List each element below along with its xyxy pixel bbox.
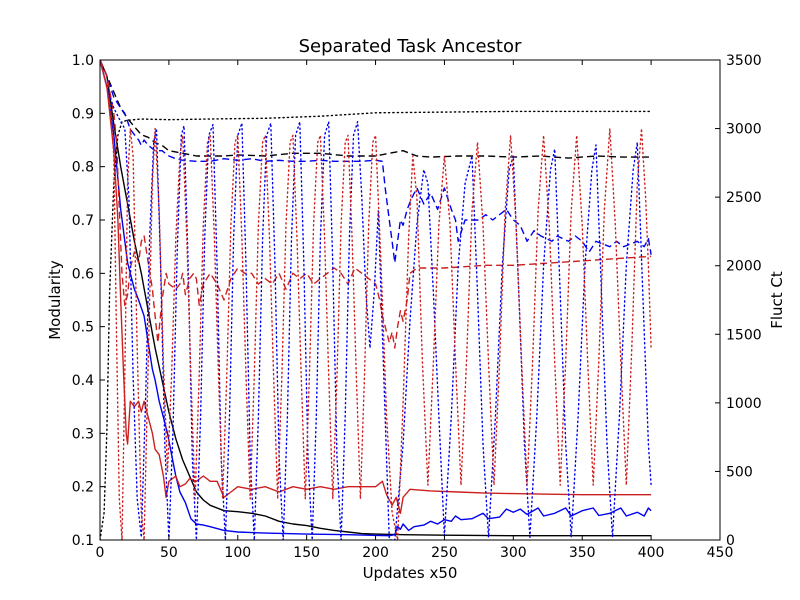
y-tick-label: 0.1 <box>72 533 94 549</box>
y-tick-label: 0.4 <box>72 373 94 389</box>
x-tick-label: 250 <box>431 545 458 561</box>
series-line-7 <box>100 60 652 540</box>
y-axis-left: 0.1 0.2 0.3 0.4 0.5 0.6 0.7 0.8 0.9 1.0 <box>72 53 105 549</box>
y2-tick-label: 1000 <box>726 396 762 412</box>
y-tick-label: 0.9 <box>72 106 94 122</box>
series-line-8 <box>100 60 652 540</box>
series-line-2 <box>100 60 652 514</box>
y-tick-label: 0.3 <box>72 426 94 442</box>
y-tick-label: 0.7 <box>72 213 94 229</box>
x-tick-label: 300 <box>500 545 527 561</box>
x-tick-label: 400 <box>638 545 665 561</box>
y-axis-label-right: Fluct Ct <box>768 271 786 329</box>
x-tick-label: 50 <box>160 545 178 561</box>
y2-tick-label: 2000 <box>726 259 762 275</box>
series-line-6 <box>100 110 652 540</box>
x-tick-label: 150 <box>293 545 320 561</box>
y2-tick-label: 3000 <box>726 122 762 138</box>
y-tick-label: 0.5 <box>72 320 94 336</box>
y2-tick-label: 2500 <box>726 190 762 206</box>
x-tick-label: 350 <box>569 545 596 561</box>
x-tick-label: 0 <box>96 545 105 561</box>
y2-tick-label: 1500 <box>726 327 762 343</box>
y2-tick-label: 3500 <box>726 53 762 69</box>
y2-tick-label: 0 <box>726 533 735 549</box>
y-tick-label: 0.8 <box>72 160 94 176</box>
series-layer <box>100 60 652 540</box>
y-axis-right: 0 500 1000 1500 2000 2500 3000 3500 <box>715 53 762 549</box>
x-axis: 0 50 100 150 200 250 300 350 400 450 <box>96 60 734 561</box>
y-tick-label: 1.0 <box>72 53 94 69</box>
x-tick-label: 450 <box>707 545 734 561</box>
y-tick-label: 0.6 <box>72 266 94 282</box>
plot-frame <box>99 59 721 541</box>
series-line-3 <box>100 60 652 159</box>
chart-title: Separated Task Ancestor <box>299 36 522 57</box>
series-line-5 <box>100 60 652 349</box>
y-tick-label: 0.2 <box>72 480 94 496</box>
y-axis-label-left: Modularity <box>46 260 64 340</box>
x-tick-label: 200 <box>362 545 389 561</box>
y2-tick-label: 500 <box>726 464 753 480</box>
series-line-1 <box>100 60 652 537</box>
series-line-4 <box>100 60 652 264</box>
series-line-0 <box>100 60 652 537</box>
x-tick-label: 100 <box>224 545 251 561</box>
x-axis-label: Updates x50 <box>363 564 458 582</box>
